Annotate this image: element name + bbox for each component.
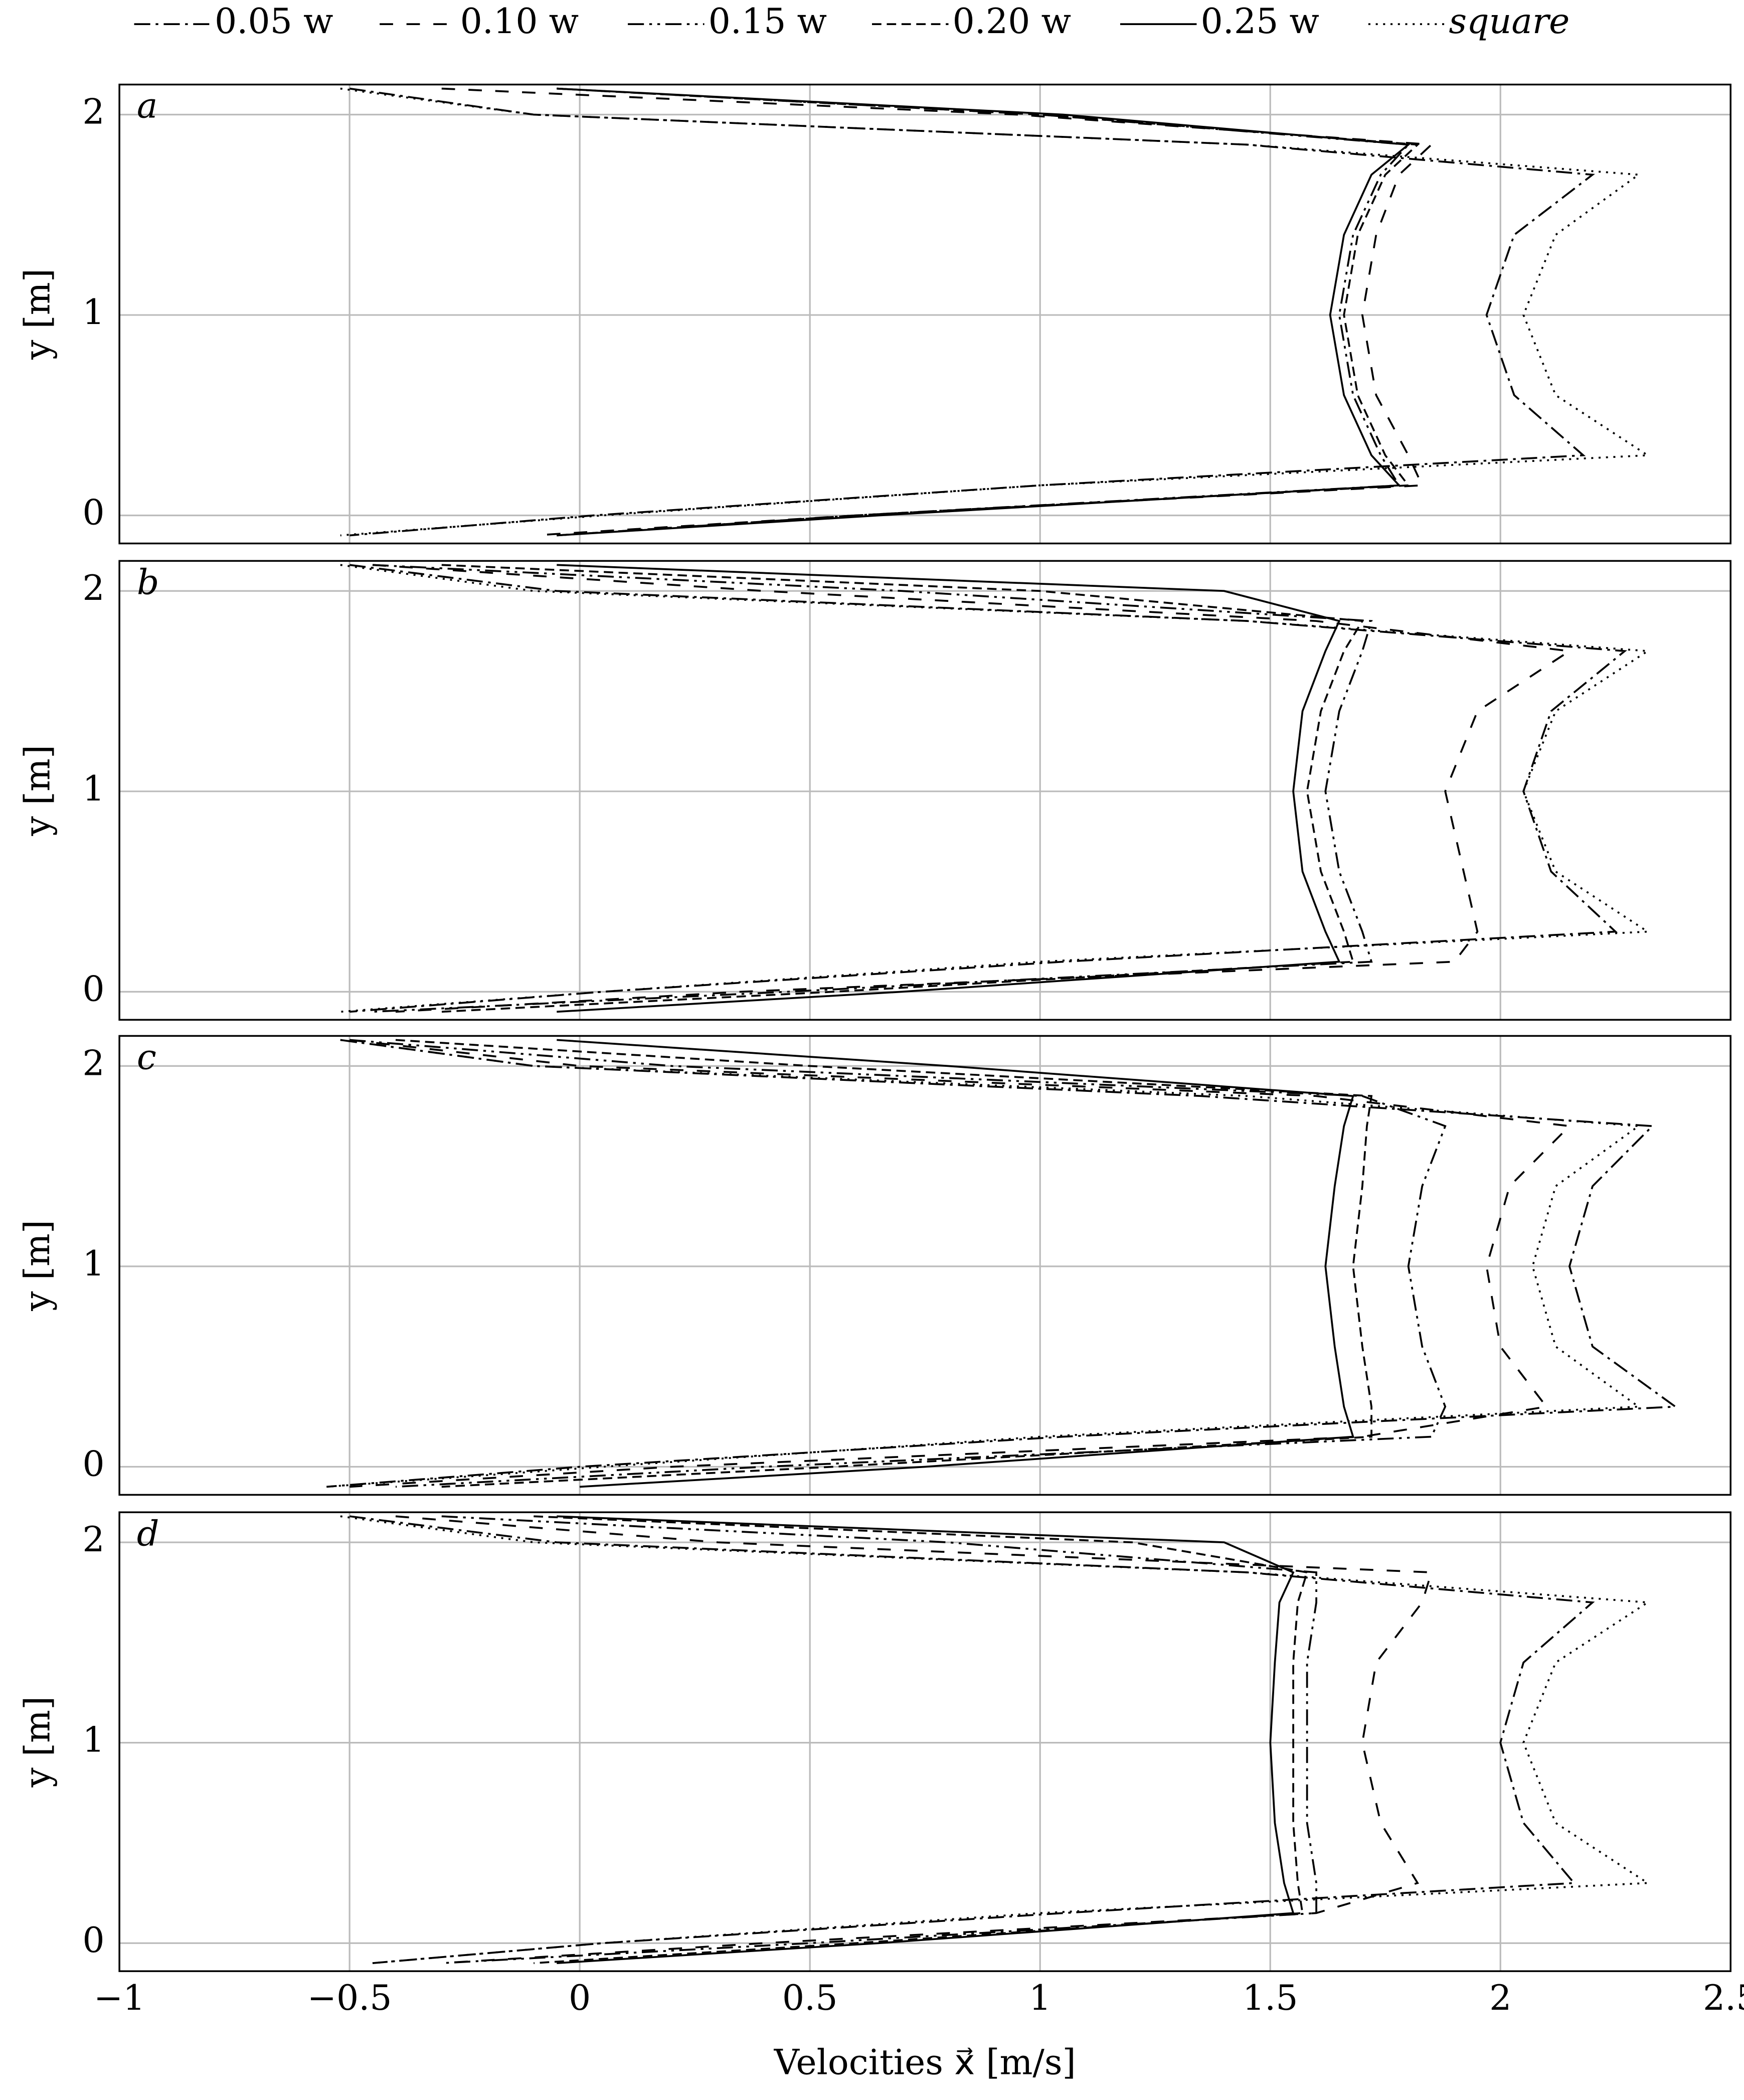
line-series	[372, 564, 1573, 1013]
panel-label: c	[137, 1037, 156, 1078]
plot-frame	[118, 83, 1731, 545]
y-tick-label: 0	[82, 1443, 104, 1484]
line-series	[349, 1039, 1572, 1488]
y-tick-label: 1	[82, 292, 104, 333]
line-series	[340, 87, 1651, 537]
y-tick-label: 2	[82, 568, 104, 608]
line-series	[557, 564, 1341, 1013]
legend-label: 0.10 w	[460, 1, 579, 42]
line-series	[340, 564, 1651, 1013]
y-tick-label: 1	[82, 1243, 104, 1284]
x-tick-label: 2	[1489, 1978, 1511, 2018]
y-tick-label: 1	[82, 1720, 104, 1760]
panel-label: d	[137, 1513, 159, 1554]
panel-label: a	[137, 86, 157, 126]
line-series	[326, 1039, 1642, 1488]
y-axis-label: y [m]	[17, 1696, 58, 1788]
line-series	[557, 87, 1411, 537]
line-series	[557, 87, 1411, 537]
x-tick-label: 0	[569, 1978, 591, 2018]
legend-label: 0.15 w	[709, 1, 827, 42]
plot-frame	[118, 560, 1731, 1021]
x-tick-label: 1.5	[1243, 1978, 1298, 2018]
line-series	[557, 1515, 1295, 1964]
y-tick-label: 2	[82, 91, 104, 132]
line-series	[557, 1039, 1354, 1488]
line-series	[349, 1515, 1595, 1964]
x-tick-label: −0.5	[307, 1978, 392, 2018]
x-tick-label: 2.5	[1703, 1978, 1744, 2018]
line-series	[349, 564, 1627, 1013]
legend-label: 0.05 w	[215, 1, 333, 42]
plot-frame	[118, 1035, 1731, 1496]
plot-frame	[118, 1511, 1731, 1972]
x-axis-label: Velocities x⃗ [m/s]	[774, 2042, 1076, 2082]
legend-label: square	[1449, 1, 1569, 42]
line-series	[441, 564, 1364, 1013]
line-series	[326, 1039, 1678, 1488]
line-series	[557, 87, 1420, 537]
x-tick-label: −1	[94, 1978, 145, 2018]
x-tick-label: 0.5	[782, 1978, 838, 2018]
legend-label: 0.25 w	[1200, 1, 1319, 42]
panel-label: b	[137, 562, 159, 602]
y-axis-label: y [m]	[17, 1220, 58, 1312]
y-tick-label: 2	[82, 1043, 104, 1083]
line-series	[350, 1039, 1447, 1488]
line-series	[395, 1039, 1373, 1488]
y-tick-label: 0	[82, 1920, 104, 1961]
line-series	[395, 1515, 1433, 1964]
legend-label: 0.20 w	[953, 1, 1071, 42]
y-tick-label: 1	[82, 768, 104, 809]
line-series	[534, 1515, 1309, 1964]
y-axis-label: y [m]	[17, 268, 58, 360]
y-axis-label: y [m]	[17, 745, 58, 837]
line-series	[441, 1515, 1317, 1964]
line-series	[372, 564, 1373, 1013]
line-series	[441, 87, 1434, 537]
line-series	[340, 1515, 1651, 1964]
y-tick-label: 2	[82, 1519, 104, 1560]
x-tick-label: 1	[1029, 1978, 1051, 2018]
y-tick-label: 0	[82, 493, 104, 533]
line-series	[349, 87, 1595, 537]
y-tick-label: 0	[82, 968, 104, 1009]
